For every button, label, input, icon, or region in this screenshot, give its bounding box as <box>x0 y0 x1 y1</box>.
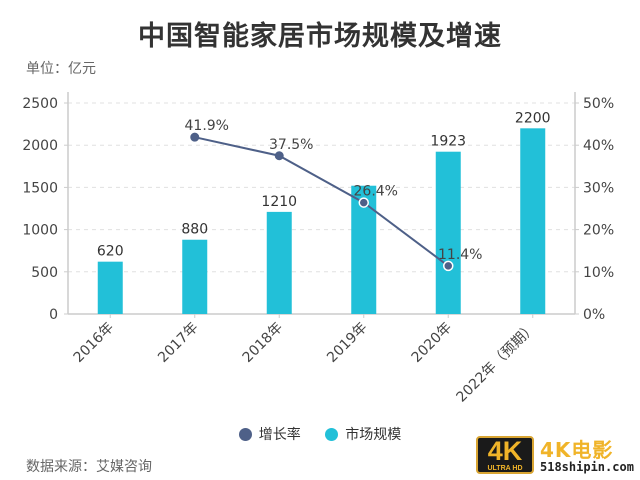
right-axis-tick-label: 10% <box>583 265 614 281</box>
legend-label: 增长率 <box>258 427 301 443</box>
bar[interactable] <box>182 239 208 314</box>
x-axis-tick-label: 2017年 <box>155 320 201 366</box>
growth-point[interactable] <box>190 132 200 142</box>
x-axis-tick-label: 2018年 <box>240 320 286 366</box>
growth-point[interactable] <box>443 260 454 272</box>
growth-point[interactable] <box>358 197 369 208</box>
growth-value-label: 11.4% <box>438 247 482 263</box>
bar-value-label: 880 <box>181 222 208 238</box>
right-axis-tick-label: 20% <box>583 223 614 239</box>
bar-value-label: 1210 <box>261 194 297 210</box>
growth-value-label: 26.4% <box>354 184 398 200</box>
data-source: 数据来源：艾媒咨询 <box>26 459 152 475</box>
left-axis-tick-label: 2000 <box>22 138 58 154</box>
chart-plot: 0 500 1000 1500 2000 2500 0% 10% 20% 30% 40% 50% 620… <box>22 92 614 406</box>
watermark: 4K ULTRA HD 4K电影 518shipin.com <box>476 434 636 476</box>
unit-label: 单位：亿元 <box>26 61 96 77</box>
left-axis-tick-label: 1000 <box>22 223 58 239</box>
x-axis-tick-label: 2016年 <box>71 320 117 366</box>
right-axis-tick-label: 40% <box>583 138 614 154</box>
bar[interactable] <box>266 211 292 314</box>
growth-value-label: 37.5% <box>269 137 313 153</box>
4k-logo-icon: 4K ULTRA HD <box>476 436 534 474</box>
watermark-brand: 4K电影 <box>540 438 614 462</box>
legend-item-growth[interactable]: 增长率 <box>238 424 301 444</box>
right-axis-tick-label: 30% <box>583 180 614 196</box>
left-axis-tick-label: 0 <box>49 307 58 323</box>
legend-item-market-size[interactable]: 市场规模 <box>325 424 401 444</box>
watermark-site: 518shipin.com <box>540 460 634 474</box>
bar[interactable] <box>435 151 461 314</box>
legend-label: 市场规模 <box>345 427 402 443</box>
x-axis-tick-label: 2022年（预期） <box>454 320 540 406</box>
left-axis-tick-label: 1500 <box>22 180 58 196</box>
growth-point[interactable] <box>274 151 284 161</box>
x-axis-tick-label: 2020年 <box>409 320 455 366</box>
bar[interactable] <box>97 261 123 314</box>
growth-line <box>194 136 449 267</box>
legend-dot-icon <box>325 427 339 441</box>
bar-value-label: 2200 <box>515 110 551 126</box>
bar-value-label: 1923 <box>430 134 466 150</box>
bar-value-label: 620 <box>97 244 124 260</box>
left-axis-tick-label: 500 <box>31 265 58 281</box>
bar[interactable] <box>520 128 546 314</box>
legend: 增长率 市场规模 <box>0 424 640 445</box>
legend-dot-icon <box>238 427 252 441</box>
x-axis-tick-label: 2019年 <box>324 320 370 366</box>
left-axis-tick-label: 2500 <box>22 96 58 112</box>
right-axis-tick-label: 50% <box>583 96 614 112</box>
right-axis-tick-label: 0% <box>583 307 605 323</box>
chart-title: 中国智能家居市场规模及增速 <box>138 21 502 52</box>
growth-value-label: 41.9% <box>185 118 229 134</box>
